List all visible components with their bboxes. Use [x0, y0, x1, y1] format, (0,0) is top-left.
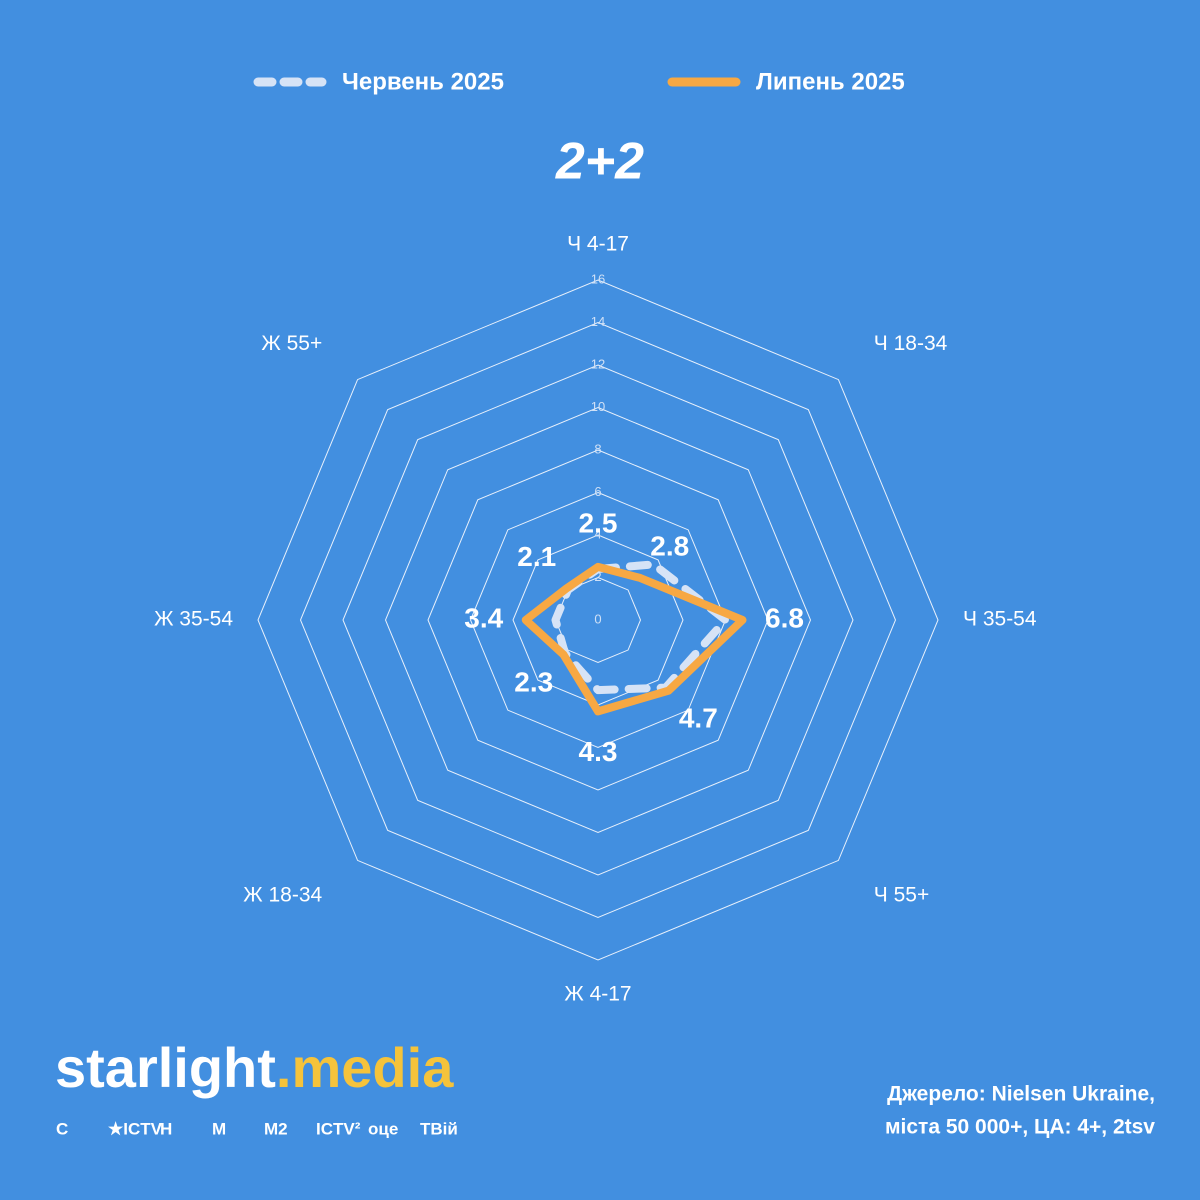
value-label: 2.8 [650, 531, 689, 562]
brand-dot: . [276, 1036, 292, 1099]
channel-icon: ICTV² [316, 1119, 361, 1138]
legend-label: Червень 2025 [342, 68, 504, 95]
brand-left: starlight [55, 1036, 276, 1099]
channel-icon: ТВій [420, 1119, 458, 1138]
category-label: Ч 4-17 [567, 233, 629, 256]
grid-ring [384, 406, 812, 834]
r-tick-label: 0 [594, 611, 601, 626]
grid-ring [554, 576, 642, 664]
value-label: 2.3 [514, 667, 553, 698]
value-label: 4.7 [679, 703, 718, 734]
channel-icon: ★ICTV [108, 1119, 163, 1138]
r-tick-label: 8 [594, 441, 601, 456]
source: міста 50 000+, ЦА: 4+, 2tsv [885, 1116, 1155, 1139]
r-tick-label: 6 [594, 484, 601, 499]
series-line [551, 560, 730, 695]
r-tick-label: 14 [591, 314, 605, 329]
grid-ring [257, 279, 939, 961]
grid-ring [342, 364, 854, 876]
r-tick-label: 10 [591, 399, 605, 414]
category-label: Ч 18-34 [874, 332, 948, 355]
category-label: Ж 35-54 [154, 608, 233, 631]
value-label: 4.3 [579, 736, 618, 767]
category-label: Ж 55+ [261, 332, 322, 355]
r-tick-label: 2 [594, 569, 601, 584]
value-label: 3.4 [464, 602, 503, 633]
brand: starlight.media [55, 1036, 454, 1099]
series-line [521, 562, 747, 716]
value-label: 2.5 [579, 507, 618, 538]
brand-right: media [291, 1036, 454, 1099]
channel-icon: M2 [264, 1119, 288, 1138]
channel-icon: оце [368, 1119, 398, 1138]
r-tick-label: 4 [594, 526, 601, 541]
channel-icon: C [56, 1119, 68, 1138]
channel-icon: H [160, 1119, 172, 1138]
value-label: 2.1 [517, 541, 556, 572]
channel-icon: M [212, 1119, 226, 1138]
grid-ring [469, 491, 727, 749]
r-tick-label: 12 [591, 356, 605, 371]
grid-ring [427, 449, 769, 791]
category-label: Ч 35-54 [963, 608, 1037, 631]
r-tick-label: 16 [591, 271, 605, 286]
category-label: Ж 18-34 [243, 883, 322, 906]
legend-label: Липень 2025 [756, 68, 905, 95]
logo: 2+2 [555, 133, 644, 191]
category-label: Ч 55+ [874, 883, 929, 906]
value-label: 6.8 [765, 602, 804, 633]
source: Джерело: Nielsen Ukraine, [887, 1083, 1155, 1106]
grid-ring [299, 321, 897, 919]
category-label: Ж 4-17 [564, 983, 631, 1006]
